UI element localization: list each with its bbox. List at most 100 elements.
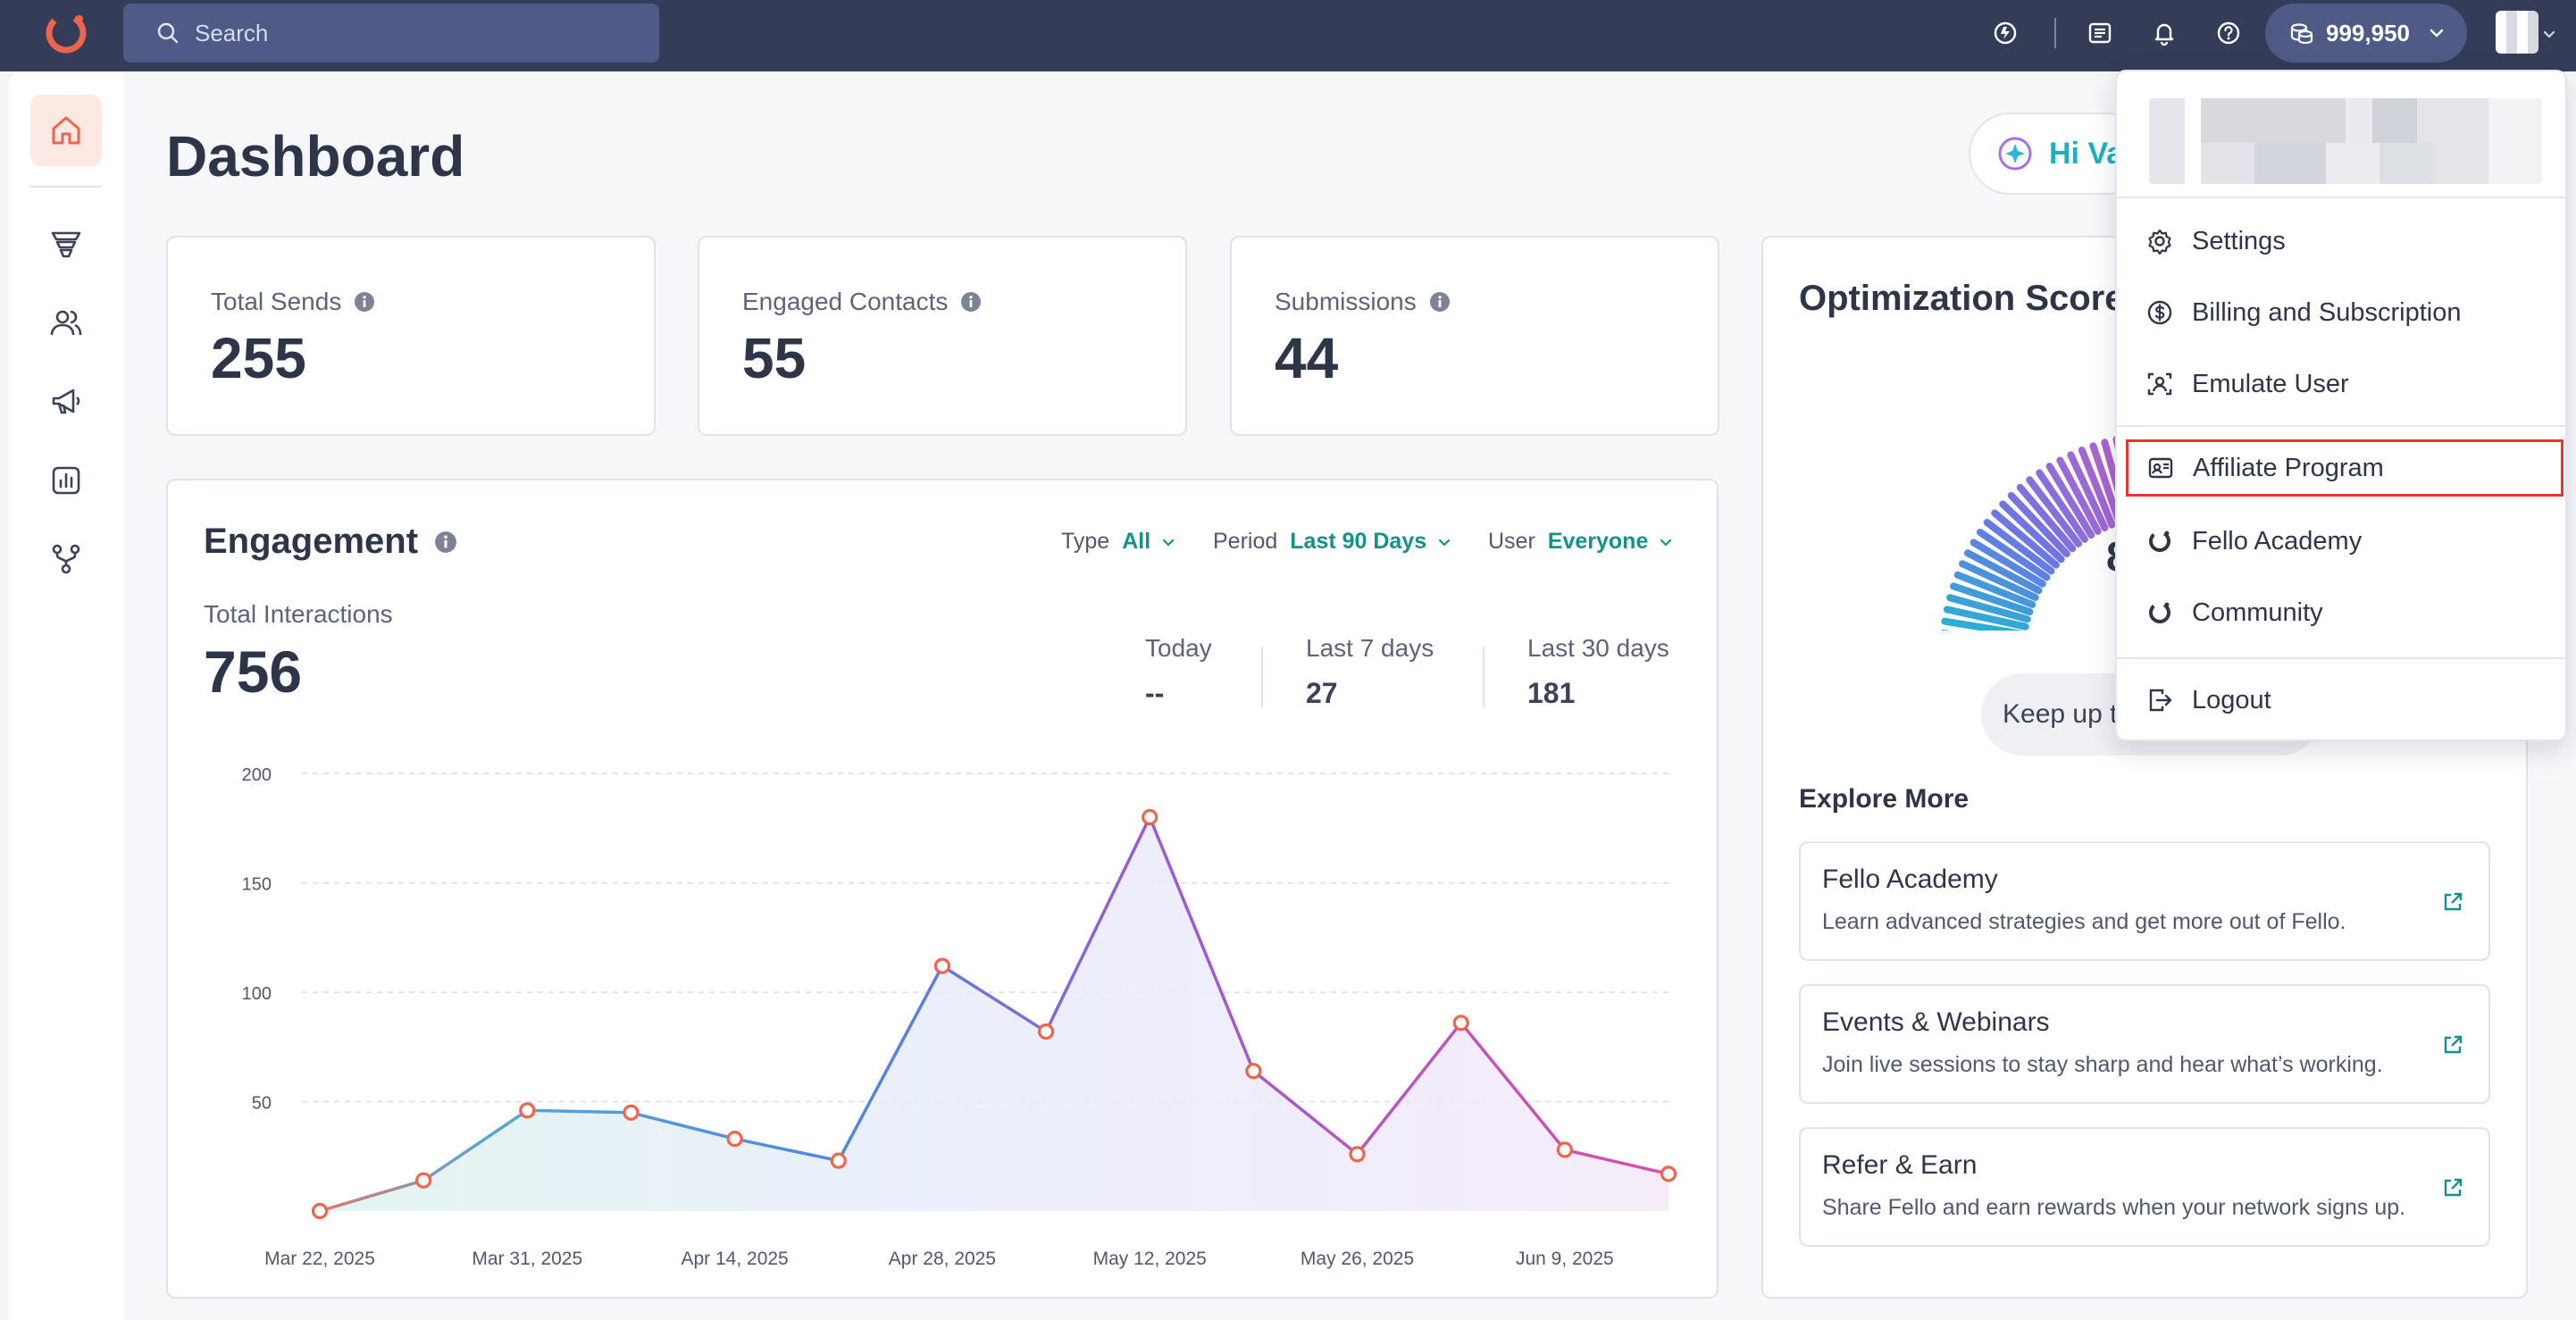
fello-logo-icon xyxy=(2149,602,2170,623)
dollar-icon xyxy=(2147,300,2172,325)
stat-label: Engaged Contacts xyxy=(742,288,949,315)
gauge-segment xyxy=(2026,476,2082,547)
chart-data-point[interactable] xyxy=(1556,1141,1573,1158)
chart-data-point[interactable] xyxy=(1037,1023,1055,1040)
chart-data-point[interactable] xyxy=(1660,1165,1677,1182)
avatar[interactable] xyxy=(2496,11,2538,54)
spark-icon[interactable] xyxy=(1990,18,2020,48)
stat-label: Total Sends xyxy=(211,288,342,315)
list-icon[interactable] xyxy=(2085,18,2115,48)
sidebar-divider xyxy=(30,186,102,188)
total-interactions-value: 756 xyxy=(204,639,303,705)
chart-data-point[interactable] xyxy=(1349,1146,1366,1163)
gauge-segment xyxy=(1950,582,2034,616)
coins-icon xyxy=(2288,20,2315,46)
period-label: Today xyxy=(1145,634,1212,662)
search-bar[interactable] xyxy=(123,4,659,63)
sidebar-item-funnel[interactable] xyxy=(30,209,102,280)
x-tick-label: May 12, 2025 xyxy=(1093,1249,1207,1269)
credits-button[interactable]: 999,950 xyxy=(2265,4,2467,63)
chart-data-point[interactable] xyxy=(623,1104,640,1121)
menu-item-fello-academy[interactable]: Fello Academy xyxy=(2145,514,2540,568)
user-filter[interactable]: User Everyone xyxy=(1488,529,1675,555)
chevron-down-icon[interactable] xyxy=(2540,25,2558,43)
gauge-segment xyxy=(1970,539,2046,588)
sidebar-item-analytics[interactable] xyxy=(30,445,102,516)
menu-item-billing[interactable]: Billing and Subscription xyxy=(2145,286,2540,339)
sidebar-item-workflows[interactable] xyxy=(30,523,102,595)
contacts-icon xyxy=(48,305,84,341)
external-link-icon[interactable] xyxy=(2440,1175,2465,1200)
info-icon[interactable] xyxy=(1429,291,1451,313)
gauge-segment xyxy=(2016,483,2077,553)
period-value: 27 xyxy=(1306,677,1338,709)
sidebar-item-contacts[interactable] xyxy=(30,288,102,359)
chart-data-point[interactable] xyxy=(933,957,951,974)
sidebar-item-campaigns[interactable] xyxy=(30,366,102,438)
total-interactions-label: Total Interactions xyxy=(204,600,393,628)
search-input[interactable] xyxy=(195,19,606,47)
filter-value: Last 90 Days xyxy=(1290,529,1427,554)
info-icon[interactable] xyxy=(960,291,982,313)
explore-title: Explore More xyxy=(1799,784,1970,814)
type-filter[interactable]: Type All xyxy=(1061,529,1177,555)
gauge-segment xyxy=(1941,617,2024,631)
menu-item-community[interactable]: Community xyxy=(2145,586,2540,639)
filter-value: Everyone xyxy=(1547,529,1649,554)
sidebar xyxy=(9,71,123,1320)
filter-label: User xyxy=(1488,529,1535,554)
gauge-segment xyxy=(1943,606,2029,631)
sparkle-icon xyxy=(1998,137,2032,171)
engagement-chart: 50 100 150 200 Mar 22, 2025 Mar 31, 2025 Apr … xyxy=(204,757,1704,1284)
gauge-segment xyxy=(2078,447,2116,529)
menu-item-label: Emulate User xyxy=(2192,369,2349,398)
external-link-icon[interactable] xyxy=(2440,1032,2465,1057)
top-bar: 999,950 xyxy=(0,0,2576,71)
fello-logo-icon[interactable] xyxy=(43,10,89,56)
chart-data-point[interactable] xyxy=(830,1152,847,1169)
help-icon[interactable] xyxy=(2213,18,2244,48)
period-label: Last 30 days xyxy=(1527,634,1669,662)
y-tick-label: 50 xyxy=(252,1094,272,1114)
chart-data-point[interactable] xyxy=(311,1202,329,1220)
info-icon[interactable] xyxy=(434,531,457,554)
info-icon[interactable] xyxy=(354,291,375,313)
chart-data-point[interactable] xyxy=(1142,808,1158,826)
chart-data-point[interactable] xyxy=(415,1172,432,1189)
menu-item-affiliate-program[interactable]: Affiliate Program xyxy=(2126,439,2563,497)
filter-label: Period xyxy=(1213,529,1278,554)
chart-data-point[interactable] xyxy=(1452,1015,1469,1032)
gauge-segment xyxy=(1983,519,2055,575)
sidebar-item-home[interactable] xyxy=(30,95,102,166)
period-last-30-days: Last 30 days 181 xyxy=(1527,634,1669,710)
gauge-segment xyxy=(2007,491,2070,558)
period-divider xyxy=(1483,647,1485,707)
external-link-icon[interactable] xyxy=(2440,890,2465,915)
explore-card-fello-academy[interactable]: Fello Academy Learn advanced strategies … xyxy=(1799,841,2490,961)
filter-value: All xyxy=(1122,529,1151,554)
menu-item-settings[interactable]: Settings xyxy=(2145,214,2540,268)
menu-item-logout[interactable]: Logout xyxy=(2145,673,2540,727)
y-tick-label: 100 xyxy=(242,984,272,1004)
bell-icon[interactable] xyxy=(2149,18,2179,48)
stat-value: 55 xyxy=(742,326,807,390)
affiliate-icon xyxy=(2148,457,2173,479)
chevron-down-icon xyxy=(2426,22,2447,44)
menu-item-label: Billing and Subscription xyxy=(2192,297,2462,327)
chart-data-point[interactable] xyxy=(1245,1063,1262,1080)
gauge-segment xyxy=(1999,500,2065,564)
home-icon xyxy=(48,113,84,148)
menu-item-label: Affiliate Program xyxy=(2193,453,2384,482)
chart-data-point[interactable] xyxy=(519,1102,536,1119)
explore-card-events-webinars[interactable]: Events & Webinars Join live sessions to … xyxy=(1799,984,2490,1104)
chart-data-point[interactable] xyxy=(726,1131,743,1148)
chevron-down-icon xyxy=(1439,539,1451,547)
gauge-segment xyxy=(2067,451,2109,531)
emulate-icon xyxy=(2147,372,2172,396)
menu-divider xyxy=(2117,425,2565,427)
explore-card-refer-earn[interactable]: Refer & Earn Share Fello and earn reward… xyxy=(1799,1127,2490,1247)
period-filter[interactable]: Period Last 90 Days xyxy=(1213,529,1453,555)
user-menu: Settings Billing and Subscription Emulat… xyxy=(2115,70,2567,741)
menu-item-emulate-user[interactable]: Emulate User xyxy=(2145,357,2540,411)
engagement-title: Engagement xyxy=(204,522,419,561)
